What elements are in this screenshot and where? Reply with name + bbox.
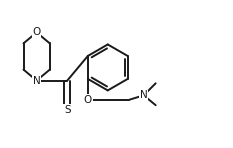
- Text: S: S: [64, 105, 71, 115]
- Text: O: O: [33, 27, 41, 37]
- Text: N: N: [140, 90, 147, 100]
- Text: O: O: [84, 95, 92, 105]
- Text: N: N: [33, 76, 41, 86]
